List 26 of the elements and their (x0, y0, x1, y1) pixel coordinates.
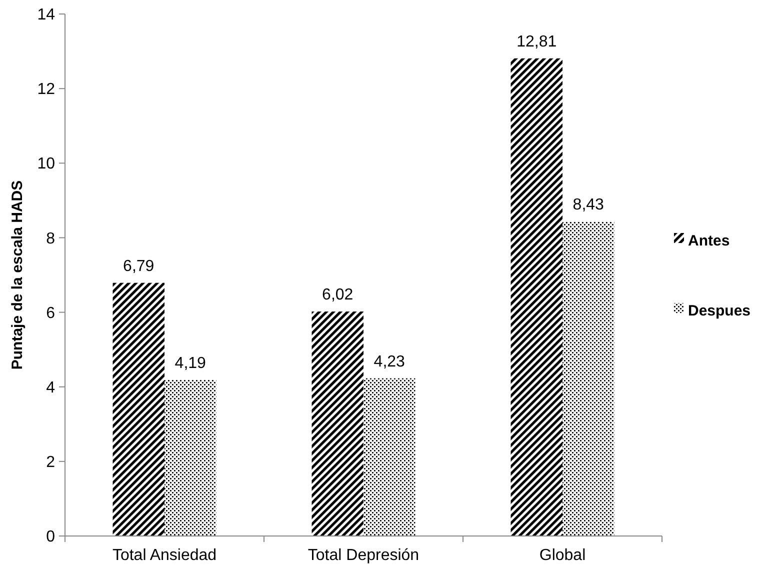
legend-label: Despues (688, 302, 751, 320)
bar (112, 282, 164, 536)
data-label: 4,23 (374, 353, 406, 370)
y-tick-label: 8 (46, 230, 56, 248)
data-label: 6,02 (322, 286, 354, 304)
data-label: 12,81 (516, 33, 557, 50)
x-tick-label: Total Depresión (308, 547, 420, 564)
y-tick-label: 0 (46, 528, 56, 546)
x-tick-label: Global (539, 547, 586, 564)
y-tick-label: 6 (46, 304, 56, 322)
bar (510, 58, 562, 536)
bar (164, 380, 216, 536)
data-label: 6,79 (123, 258, 154, 275)
y-axis-title: Puntaje de la escala HADS (9, 180, 26, 370)
y-tick-label: 12 (37, 81, 56, 98)
data-label: 8,43 (572, 196, 604, 214)
y-tick-label: 14 (37, 6, 56, 24)
bar (364, 378, 416, 536)
y-tick-label: 4 (46, 379, 56, 396)
legend-label: Antes (688, 232, 730, 250)
bar (562, 222, 614, 536)
y-tick-label: 2 (46, 454, 56, 472)
bar (312, 312, 364, 536)
y-tick-label: 10 (37, 156, 56, 173)
data-label: 4,19 (174, 354, 206, 372)
x-tick-label: Total Ansiedad (112, 547, 217, 564)
